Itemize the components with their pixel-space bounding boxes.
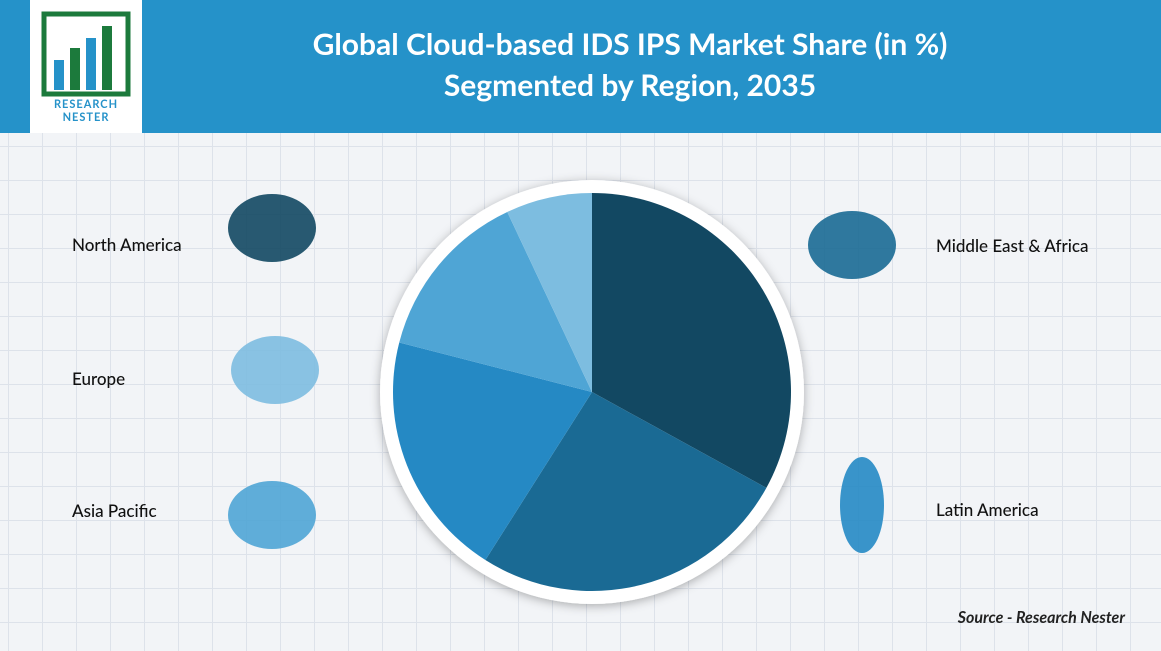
region-label: North America — [72, 234, 182, 255]
source: Source - Research Nester — [957, 608, 1125, 627]
region-icon — [231, 336, 319, 404]
header: RESEARCH NESTER Global Cloud-based IDS I… — [0, 0, 1161, 133]
logo-bar — [70, 48, 80, 90]
logo-bar — [86, 38, 96, 90]
logo-graphic: RESEARCH NESTER — [41, 11, 131, 124]
chart-title: Global Cloud-based IDS IPS Market Share … — [312, 26, 948, 103]
region-icon — [228, 481, 316, 549]
region-icon — [840, 457, 884, 553]
region-icon — [808, 211, 896, 279]
logo-bar — [54, 60, 64, 90]
logo-text: RESEARCH — [54, 98, 118, 111]
region-icon — [228, 194, 316, 262]
pie-slice — [507, 193, 592, 392]
region-label: Asia Pacific — [72, 500, 157, 521]
pie-slice — [393, 342, 592, 561]
logo-bar — [102, 26, 112, 90]
region-label: Middle East & Africa — [936, 235, 1089, 256]
logo-text: NESTER — [63, 111, 110, 124]
logo-frame — [41, 11, 131, 97]
logo: RESEARCH NESTER — [30, 0, 142, 133]
region-label: Latin America — [936, 499, 1039, 520]
pie-slice — [592, 193, 792, 488]
pie-slice — [485, 392, 767, 591]
pie-slice — [399, 211, 592, 392]
region-label: Europe — [72, 368, 126, 389]
